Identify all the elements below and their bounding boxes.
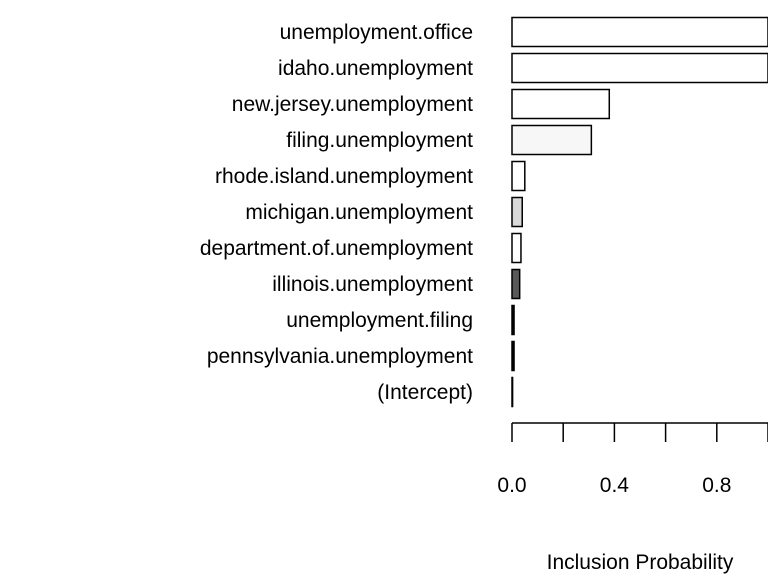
bar-illinois.unemployment	[511, 268, 521, 300]
x-axis: 0.0 0.4 0.8	[497, 422, 768, 497]
bar-filing.unemployment	[511, 124, 593, 156]
category-label: pennsylvania.unemployment	[207, 345, 473, 368]
x-tick-label: 0.4	[600, 474, 630, 497]
category-label: illinois.unemployment	[272, 273, 473, 296]
bar-michigan.unemployment	[511, 196, 523, 228]
category-label: idaho.unemployment	[278, 57, 473, 80]
category-label: (Intercept)	[377, 381, 473, 404]
bar-department.of.unemployment	[511, 232, 522, 264]
bar-rhode.island.unemployment	[511, 160, 526, 192]
bar-pennsylvania.unemployment	[511, 340, 515, 372]
category-label: filing.unemployment	[286, 129, 473, 152]
x-tick-label: 0.8	[702, 474, 731, 497]
x-axis-title: Inclusion Probability	[547, 551, 734, 574]
x-tick-label: 0.0	[497, 474, 526, 497]
category-label: department.of.unemployment	[200, 237, 473, 260]
category-labels-group: unemployment.office idaho.unemployment new…	[200, 21, 473, 404]
bar-new.jersey.unemployment	[511, 88, 611, 120]
category-label: unemployment.office	[280, 21, 473, 44]
bars-group	[511, 16, 768, 408]
category-label: rhode.island.unemployment	[215, 165, 473, 188]
bar-unemployment.filing	[511, 304, 515, 336]
bar-idaho.unemployment	[511, 52, 768, 84]
category-label: new.jersey.unemployment	[232, 93, 473, 116]
category-label: michigan.unemployment	[245, 201, 473, 224]
bar-(Intercept)	[511, 376, 514, 408]
category-label: unemployment.filing	[286, 309, 473, 332]
bar-unemployment.office	[511, 16, 768, 48]
